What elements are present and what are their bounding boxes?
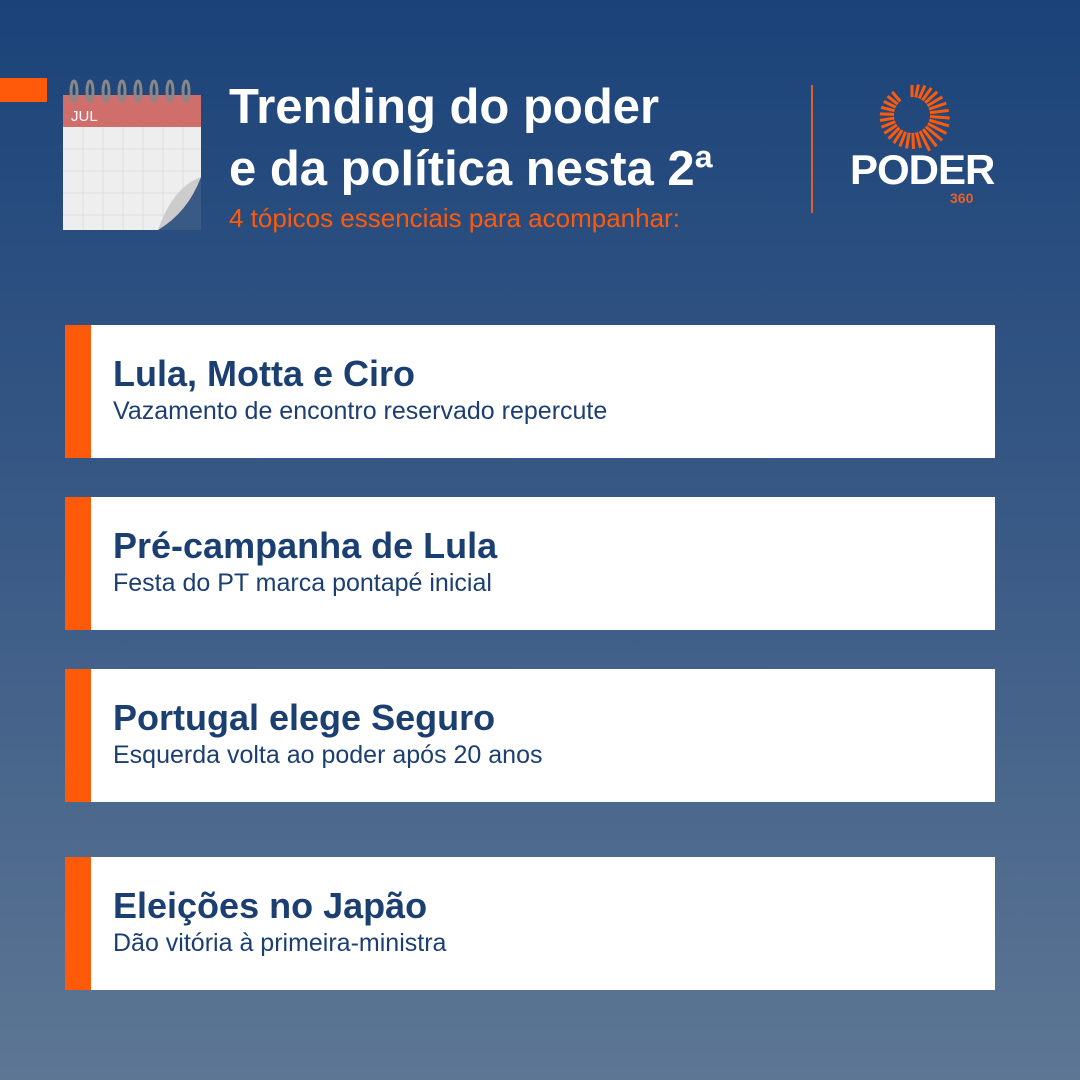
logo-ray xyxy=(880,120,896,129)
logo-ray xyxy=(921,128,938,148)
topic-subtitle: Vazamento de encontro reservado repercut… xyxy=(113,397,608,425)
page-title: Trending do poder e da política nesta 2ª xyxy=(229,76,713,200)
logo-ray xyxy=(892,129,904,145)
logo-ray xyxy=(929,114,950,120)
logo-ray xyxy=(886,94,899,106)
card-accent-bar xyxy=(65,497,91,630)
divider xyxy=(811,85,813,213)
logo-ray xyxy=(918,130,931,152)
topic-title: Eleições no Japão xyxy=(113,885,428,926)
logo-ray xyxy=(883,100,897,109)
logo-ray xyxy=(891,90,902,103)
title-line-2: e da política nesta 2ª xyxy=(229,142,713,196)
calendar-icon: JUL xyxy=(63,79,201,230)
topic-title: Portugal elege Seguro xyxy=(113,697,496,738)
logo-ray xyxy=(924,90,939,104)
accent-bar xyxy=(0,78,47,102)
logo-ray xyxy=(924,125,944,142)
logo-ray xyxy=(928,118,950,128)
logo-ray xyxy=(887,126,901,140)
logo-number: 360 xyxy=(950,190,974,206)
card-accent-bar xyxy=(65,857,91,990)
topic-card: Eleições no Japão Dão vitória à primeira-… xyxy=(65,857,995,990)
logo-ray xyxy=(898,131,907,148)
card-accent-bar xyxy=(65,669,91,802)
topic-card: Lula, Motta e Ciro Vazamento de encontro … xyxy=(65,325,995,458)
logo-ray xyxy=(929,108,949,115)
calendar-month: JUL xyxy=(71,108,98,125)
topic-title: Pré-campanha de Lula xyxy=(113,525,498,566)
logo-ray xyxy=(879,116,895,122)
logo-ray xyxy=(926,95,944,108)
subtitle: 4 tópicos essenciais para acompanhar: xyxy=(229,203,680,233)
logo-ray xyxy=(914,84,920,98)
title-line-1: Trending do poder xyxy=(229,80,660,134)
topic-subtitle: Festa do PT marca pontapé inicial xyxy=(113,569,492,597)
logo-ray xyxy=(879,112,895,116)
logo-ray xyxy=(927,122,948,135)
topic-card: Pré-campanha de Lula Festa do PT marca po… xyxy=(65,497,995,630)
poder360-sun-logo-icon xyxy=(879,84,950,152)
card-accent-bar xyxy=(65,325,91,458)
logo-word: PODER xyxy=(850,146,995,193)
topic-card: Portugal elege Seguro Esquerda volta ao p… xyxy=(65,669,995,802)
topic-subtitle: Esquerda volta ao poder após 20 anos xyxy=(113,741,543,769)
topic-subtitle: Dão vitória à primeira-ministra xyxy=(113,929,447,957)
logo-ray xyxy=(915,132,922,149)
logo-ray xyxy=(880,105,895,113)
logo-ray xyxy=(917,84,927,100)
logo-ray xyxy=(911,132,916,150)
logo-ray xyxy=(905,132,911,149)
topic-title: Lula, Motta e Ciro xyxy=(113,353,416,394)
logo-ray xyxy=(883,123,898,135)
logo-ray xyxy=(928,101,947,111)
logo-ray xyxy=(921,87,933,102)
